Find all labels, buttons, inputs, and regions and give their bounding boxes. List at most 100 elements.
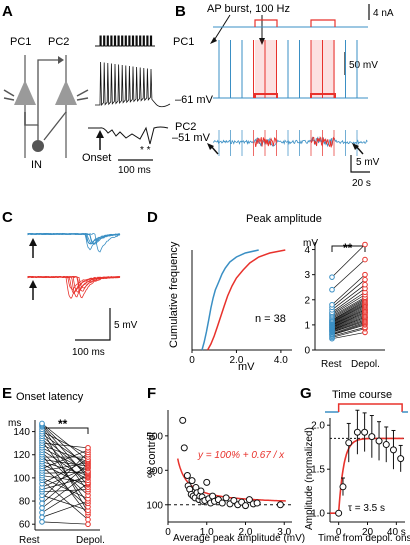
d-sig: ** (343, 241, 353, 255)
e-pair-line (41, 452, 89, 496)
pc2-neuron-icon (55, 55, 89, 158)
d2-pair-line (331, 288, 366, 313)
f-point (218, 499, 226, 507)
e-pair-line (41, 425, 89, 479)
d-n-label: n = 38 (255, 313, 286, 325)
d-xtick-label: 2.0 (229, 355, 243, 366)
e-pair-line (41, 477, 89, 500)
d-cat-depol: Depol. (351, 359, 380, 370)
d2-depol-point (362, 281, 368, 288)
d-cdf-line-red (206, 249, 286, 351)
e-depol-point (85, 444, 91, 451)
e-rest-point (39, 505, 45, 511)
e-pair-line (41, 442, 89, 449)
ap-burst-label: AP burst, 100 Hz (207, 3, 290, 15)
f-point (245, 496, 253, 504)
d2-ytick-label: 2 (304, 295, 310, 306)
e-pair-line (41, 521, 89, 525)
g-plot: 1.0 1.5 2.0 0 20 40 s (311, 403, 408, 538)
e-rest-point (39, 420, 45, 427)
d2-pair-line (331, 327, 366, 337)
panel-c: C 5 mV 100 ms (2, 209, 138, 358)
d2-pair-line (331, 284, 366, 311)
asterisks-label: * * (140, 145, 151, 156)
e-pair-line (41, 424, 89, 469)
pc1-label: PC1 (10, 36, 31, 48)
d2-pair-line (331, 320, 366, 333)
d2-pair-line (331, 296, 366, 317)
e-ytick-label: 100 (13, 473, 30, 484)
d2-pair-line (331, 318, 366, 332)
b-current-step-1 (310, 19, 336, 27)
b-pc2-burst-trace (254, 136, 278, 147)
f-point (242, 502, 249, 510)
panel-b-letter: B (175, 3, 186, 20)
d2-ytick-label: 3 (304, 270, 310, 281)
f-point (203, 478, 211, 486)
e-pair-line (41, 438, 89, 486)
g-ylabel: Amplitude (normalized) (304, 427, 315, 530)
f-point (230, 496, 238, 504)
e-pair-line (41, 459, 89, 467)
f-equation: y = 100% + 0.67 / x (197, 450, 285, 461)
e-plot: 60 80 100 120 140 (13, 420, 100, 531)
c-scale-ms: 100 ms (72, 347, 105, 358)
c-arrow-top-icon (29, 238, 37, 258)
d2-pair-line (331, 306, 366, 324)
d-left-plot: 0 2.0 4.0 (189, 249, 292, 366)
b-v2-label: –51 mV (172, 132, 211, 144)
panel-f: F % control Average peak amplitude (mV) … (146, 385, 305, 544)
f-point (188, 477, 196, 485)
f-xtick-label: 0 (165, 527, 171, 538)
d2-pair-line (331, 310, 366, 327)
in-label: IN (31, 159, 42, 171)
d2-pair-line (331, 322, 366, 335)
g-point (339, 483, 347, 491)
d-ylabel: Cumulative frequency (168, 241, 180, 348)
panel-g: G Time course Amplitude (normalized) Tim… (300, 385, 410, 544)
c-scale-mv: 5 mV (114, 320, 138, 331)
b-pc2-label: PC2 (175, 121, 196, 133)
c-traces (27, 232, 121, 300)
e-sig: ** (58, 417, 68, 431)
f-ytick-label: 100 (146, 500, 163, 511)
g-xtick-label: 20 (362, 527, 374, 538)
g-tau: τ = 3.5 s (348, 503, 385, 514)
e-depol-point (85, 516, 91, 523)
d-xlabel: mV (238, 361, 255, 373)
d2-pair-line (331, 332, 366, 340)
d2-rest-point (329, 274, 335, 280)
e-pair-line (41, 423, 89, 461)
e-pair-line (41, 463, 89, 488)
d2-depol-point (362, 241, 368, 248)
f-point (276, 501, 284, 509)
e-pair-line (41, 476, 89, 490)
e-rest-point (39, 509, 45, 516)
c-scalebar (75, 308, 111, 341)
b-scale-s: 20 s (352, 178, 371, 189)
e-ytick-label: 140 (13, 427, 30, 438)
d2-pair-line (331, 319, 366, 333)
f-point (179, 416, 187, 424)
g-point (368, 433, 376, 441)
e-pair-line (41, 433, 89, 466)
e-cat-rest: Rest (19, 535, 40, 545)
f-xlabel: Average peak amplitude (mV) (173, 533, 305, 544)
d2-pair-line (331, 313, 366, 329)
b-scale-mv2: 5 mV (356, 157, 380, 168)
b-scale-na: 4 nA (373, 8, 394, 19)
e-pair-line (41, 467, 89, 488)
e-ytick-label: 80 (19, 497, 31, 508)
g-point (397, 455, 405, 463)
g-point (335, 509, 343, 517)
d2-rest-point (329, 286, 335, 293)
d-cdf-line-blue (201, 249, 259, 351)
b-arrow-right-icon (352, 143, 364, 155)
b-traces (212, 19, 368, 156)
e-rest-point (39, 519, 45, 525)
b-pc1-depol-step (310, 93, 336, 98)
interneuron-icon (32, 140, 44, 152)
c-rest-trace (27, 232, 121, 245)
onset-arrow-icon (96, 130, 104, 150)
